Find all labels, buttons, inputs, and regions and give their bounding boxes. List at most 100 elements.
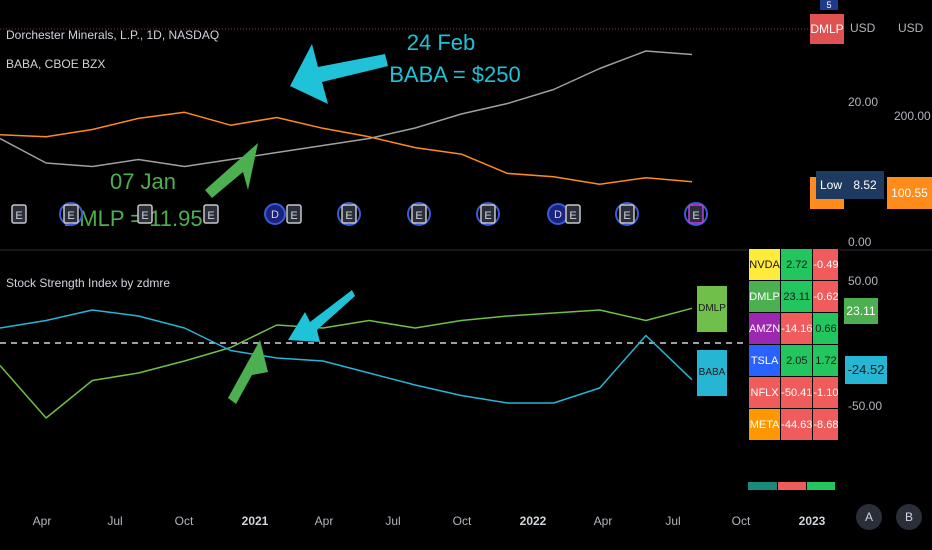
event-marker-box <box>286 204 302 224</box>
dmlp-index-value: 23.11 <box>844 298 878 324</box>
event-marker: E <box>484 210 491 222</box>
event-marker-ring <box>684 202 708 226</box>
usd-left-label: USD <box>850 21 876 35</box>
annotation-feb-price: BABA = $250 <box>389 62 521 87</box>
time-axis-tick: 2021 <box>242 514 269 528</box>
event-marker-box <box>203 204 219 224</box>
usd-right-label: USD <box>898 21 924 35</box>
index-lines <box>0 307 693 419</box>
time-axis-tick: Apr <box>33 514 52 528</box>
event-marker-box <box>341 204 357 224</box>
event-marker-ring <box>615 202 639 226</box>
event-marker: E <box>290 210 297 222</box>
baba-tick-200: 200.00 <box>894 109 931 123</box>
baba-index-line <box>0 309 693 404</box>
event-marker-ring <box>407 202 431 226</box>
event-marker: E <box>15 210 22 222</box>
event-marker-box <box>11 204 27 224</box>
event-marker-ring <box>337 202 361 226</box>
event-marker: E <box>345 210 352 222</box>
time-axis-tick: Jul <box>385 514 400 528</box>
event-marker-box <box>480 204 496 224</box>
event-marker-box <box>137 204 153 224</box>
strength-symbol: DMLP <box>747 280 782 313</box>
event-marker: D <box>554 209 562 221</box>
annotation-feb-date: 24 Feb <box>407 30 476 55</box>
strength-table-row: NFLX -50.41 -1.10 <box>747 376 840 409</box>
main-symbol-legend[interactable]: Dorchester Minerals, L.P., 1D, NASDAQ <box>6 28 220 42</box>
event-marker: D <box>271 209 279 221</box>
strength-value: 2.05 <box>780 344 814 377</box>
strength-table-row: AMZN -14.16 0.66 <box>747 312 840 345</box>
strength-change: -8.68 <box>812 408 840 441</box>
top-tab[interactable]: 5 <box>820 0 838 10</box>
time-axis: Apr Jul Oct 2021 Apr Jul Oct 2022 Apr Jul Oct 2023 <box>33 514 826 528</box>
event-marker: E <box>623 210 630 222</box>
strength-change: 1.72 <box>812 344 840 377</box>
time-axis-tick: Oct <box>732 514 751 528</box>
strength-table-row: NVDA 2.72 -0.49 <box>747 248 840 281</box>
time-axis-tick: Oct <box>453 514 472 528</box>
event-marker-dividend <box>264 203 286 225</box>
strength-table-row: DMLP 23.11 -0.62 <box>747 280 840 313</box>
strength-symbol: NVDA <box>747 248 782 281</box>
index-tick-50: 50.00 <box>848 274 878 288</box>
low-value-tag: 8.52 <box>846 171 884 199</box>
event-marker: E <box>569 210 576 222</box>
annotation-jan-price: DMLP = 11.95 <box>63 206 202 231</box>
event-marker-box <box>688 204 704 224</box>
event-marker: E <box>141 210 148 222</box>
green-arrow-bottom <box>228 340 268 404</box>
compare-symbol-legend[interactable]: BABA, CBOE BZX <box>6 57 106 71</box>
dmlp-price-line <box>0 50 693 168</box>
cyan-arrow-top <box>290 44 388 104</box>
event-marker: E <box>207 210 214 222</box>
strength-value: 23.11 <box>780 280 814 313</box>
event-marker: E <box>415 210 422 222</box>
event-marker-box <box>411 204 427 224</box>
strength-value: 2.72 <box>780 248 814 281</box>
strength-table-row: META -44.63 -8.68 <box>747 408 840 441</box>
strength-value: -44.63 <box>780 408 814 441</box>
strength-change: -0.49 <box>812 248 840 281</box>
time-axis-tick: 2023 <box>799 514 826 528</box>
strength-table: NVDA 2.72 -0.49 DMLP 23.11 -0.62 AMZN -14.16 0.6… <box>747 248 840 441</box>
strength-symbol: AMZN <box>747 312 782 345</box>
annotation-jan-date: 07 Jan <box>110 169 176 194</box>
event-marker-ring <box>476 202 500 226</box>
event-marker-box <box>619 204 635 224</box>
event-marker-box <box>565 204 581 224</box>
green-arrow-top <box>205 143 258 198</box>
index-tick-minus50: -50.00 <box>848 399 882 413</box>
time-axis-tick: 2022 <box>520 514 547 528</box>
strength-symbol: NFLX <box>747 376 782 409</box>
time-axis-tick: Jul <box>665 514 680 528</box>
time-axis-tick: Apr <box>594 514 613 528</box>
strength-value: -50.41 <box>780 376 814 409</box>
baba-index-label: BABA <box>697 350 727 396</box>
time-axis-tick: Oct <box>175 514 194 528</box>
event-markers: E E E E D E E E E D E E E <box>11 202 708 226</box>
price-tick-20: 20.00 <box>848 95 878 109</box>
auto-scale-button[interactable]: A <box>856 504 882 530</box>
event-marker-box <box>63 204 79 224</box>
log-scale-button[interactable]: B <box>896 504 922 530</box>
strength-change: -1.10 <box>812 376 840 409</box>
price-lines <box>0 50 693 185</box>
baba-price-line <box>0 111 693 185</box>
strength-change: -0.62 <box>812 280 840 313</box>
dmlp-index-label: DMLP <box>697 286 727 332</box>
event-marker: E <box>67 210 74 222</box>
strength-table-footer <box>748 482 836 490</box>
event-marker-ring <box>59 202 83 226</box>
strength-symbol: META <box>747 408 782 441</box>
event-marker: E <box>692 210 699 222</box>
cyan-arrow-bottom <box>288 290 355 342</box>
baba-index-value: -24.52 <box>845 356 887 384</box>
dmlp-index-line <box>0 307 693 419</box>
strength-table-row: TSLA 2.05 1.72 <box>747 344 840 377</box>
strength-value: -14.16 <box>780 312 814 345</box>
indicator-legend[interactable]: Stock Strength Index by zdmre <box>6 276 171 290</box>
dmlp-price-tag: DMLP <box>810 14 844 44</box>
